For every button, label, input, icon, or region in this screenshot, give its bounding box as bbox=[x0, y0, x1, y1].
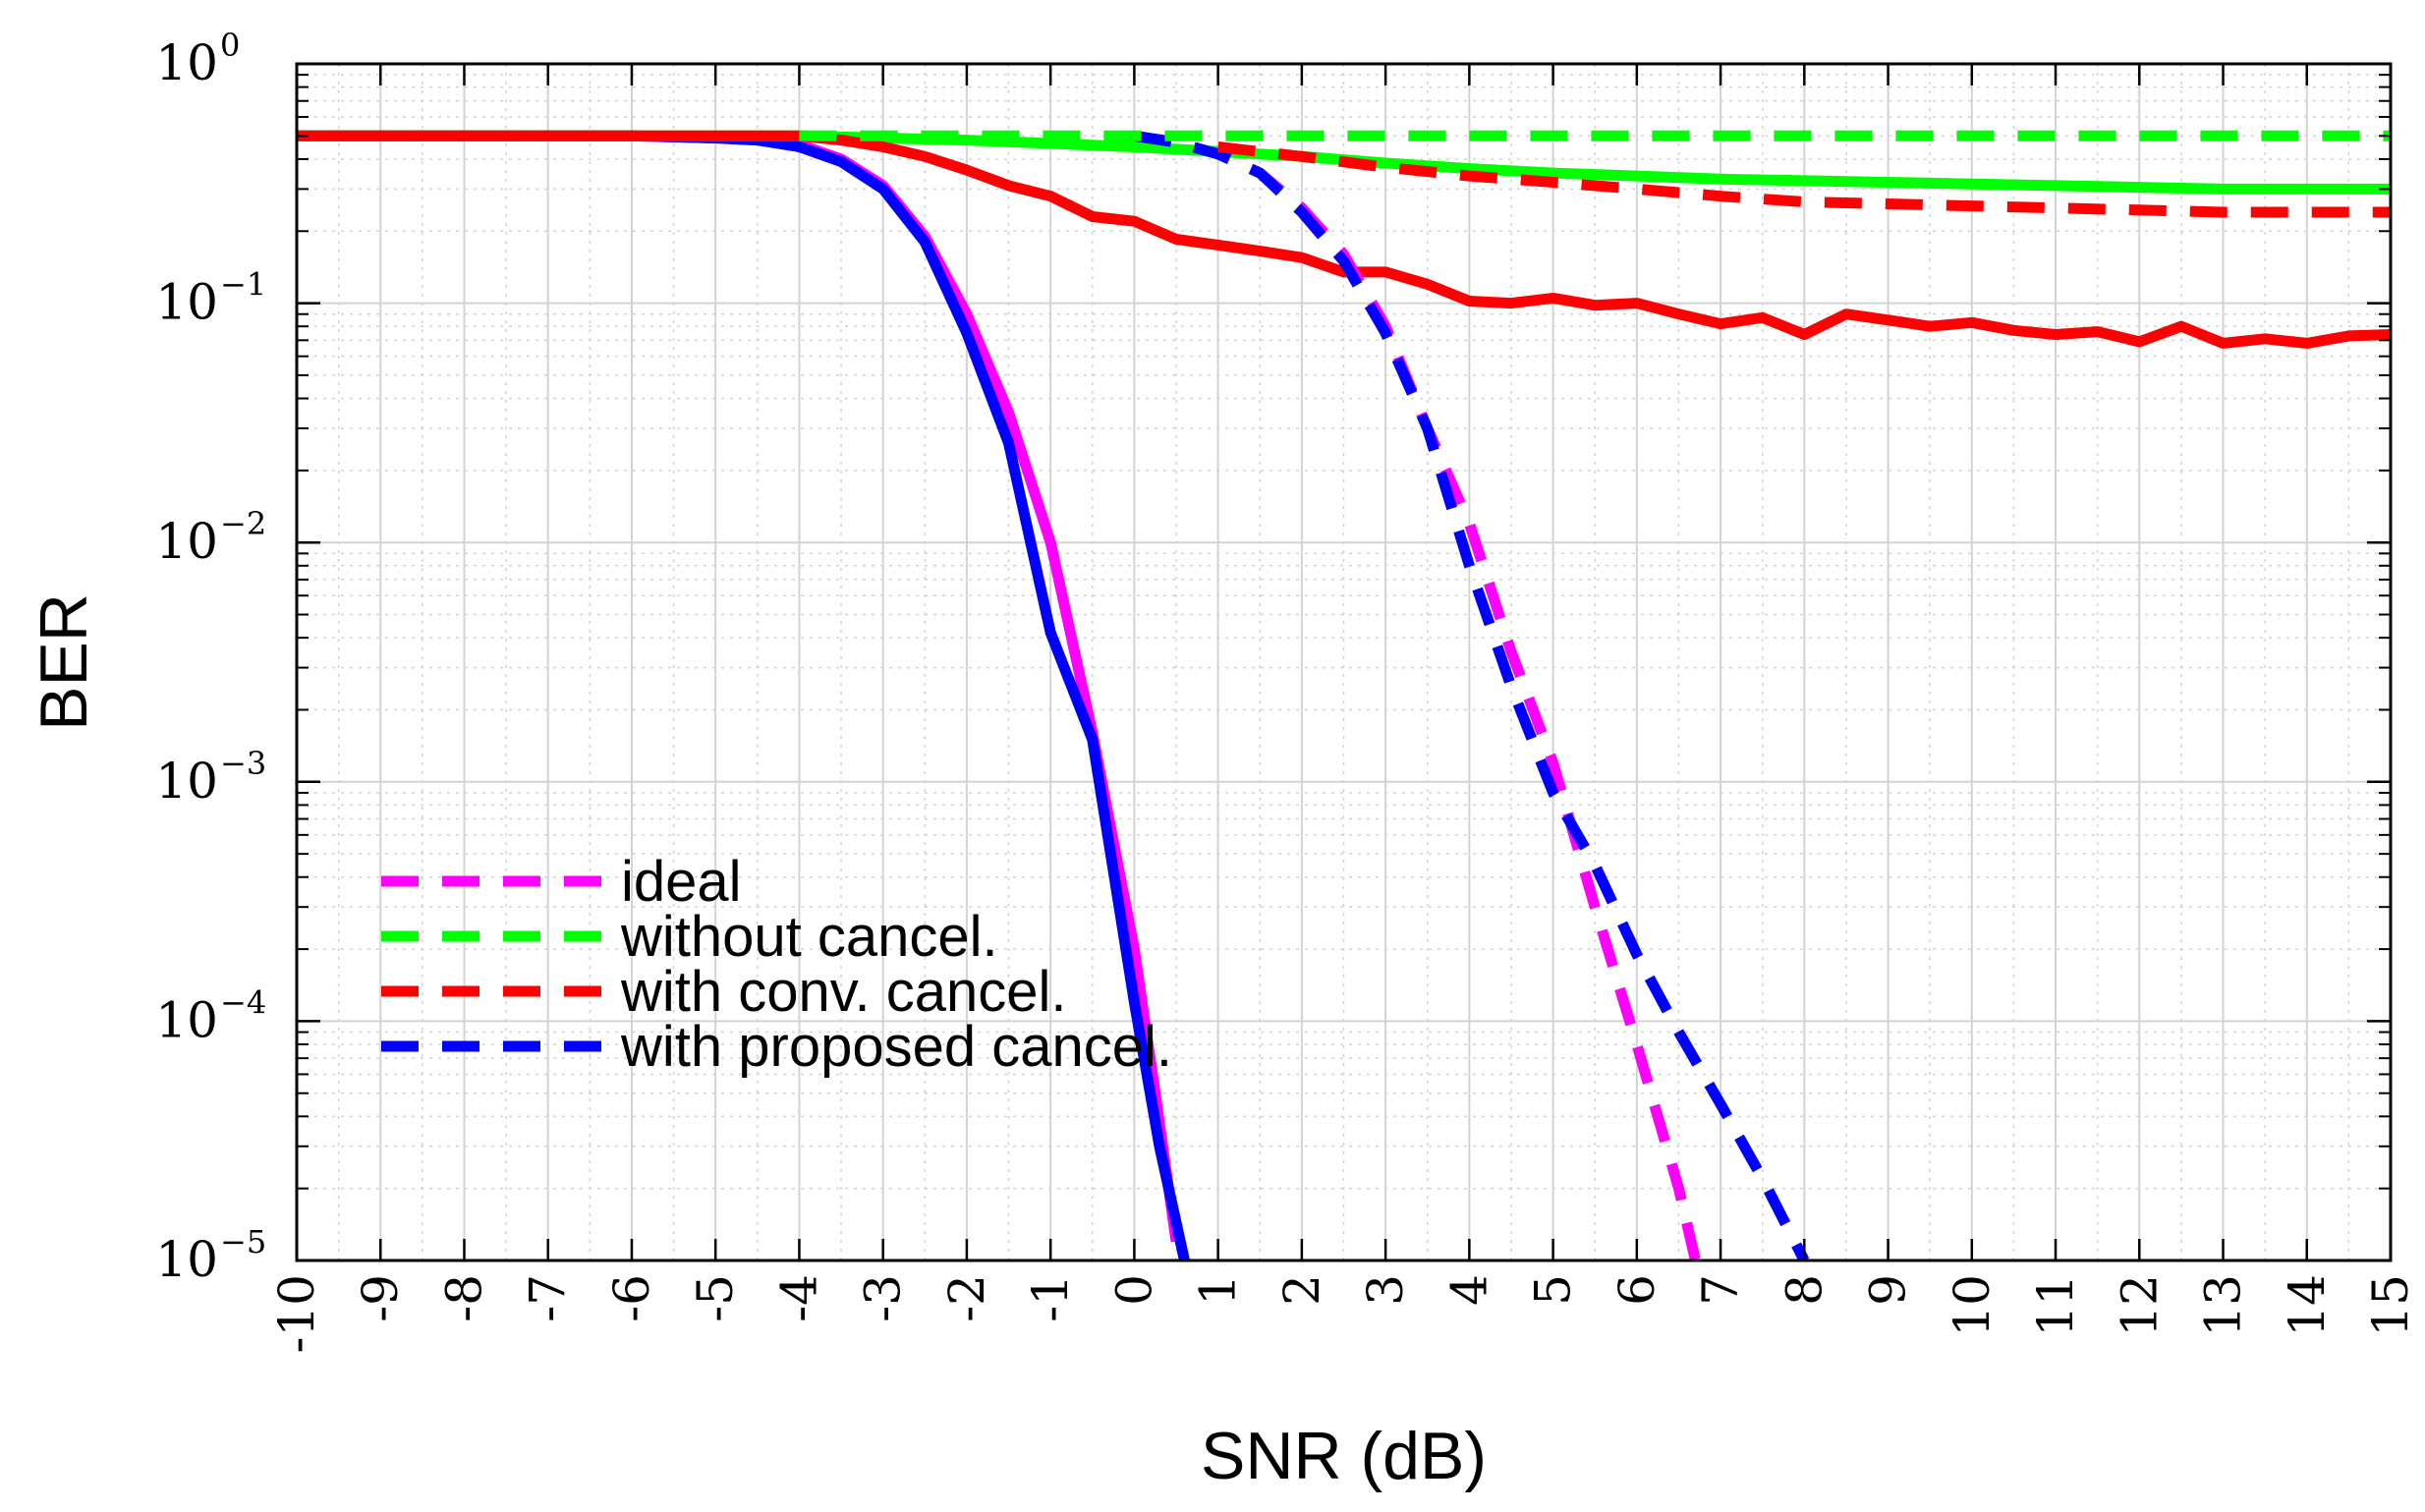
y-tick-label-base: 10 bbox=[155, 1231, 218, 1288]
x-tick-label: 8 bbox=[1776, 1274, 1833, 1306]
x-tick-label: -10 bbox=[268, 1274, 325, 1354]
series-line-with-conv-cancel bbox=[1216, 141, 2391, 218]
x-axis-label: SNR (dB) bbox=[1201, 1419, 1487, 1493]
x-tick-label: -3 bbox=[855, 1274, 912, 1322]
x-tick-label: 0 bbox=[1105, 1274, 1162, 1306]
x-tick-label: -9 bbox=[352, 1274, 409, 1322]
x-tick-label: 5 bbox=[1525, 1274, 1582, 1306]
y-tick-label-base: 10 bbox=[155, 753, 218, 810]
legend-label-ideal: ideal bbox=[621, 850, 742, 914]
x-tick-label: 15 bbox=[2362, 1274, 2419, 1337]
x-tick-label: -2 bbox=[938, 1274, 995, 1322]
x-tick-label: -1 bbox=[1022, 1274, 1079, 1322]
y-tick-label-base: 10 bbox=[155, 513, 218, 570]
plot-frame bbox=[295, 62, 2393, 1262]
y-tick-label-exponent: −3 bbox=[220, 745, 266, 782]
grid-layer bbox=[297, 64, 2391, 1260]
y-tick-label-base: 10 bbox=[155, 991, 218, 1048]
x-tick-label: -6 bbox=[603, 1274, 660, 1322]
x-tick-label: 9 bbox=[1860, 1274, 1917, 1306]
x-tick-label: 2 bbox=[1273, 1274, 1330, 1306]
legend-label-without-cancel: without cancel. bbox=[620, 905, 998, 969]
x-tick-label: 13 bbox=[2195, 1274, 2252, 1337]
series-line-with-proposed-cancel bbox=[1133, 130, 1810, 1260]
series-line-with-conv-cancel-solid bbox=[297, 130, 2391, 349]
x-tick-label: 12 bbox=[2111, 1274, 2168, 1337]
y-axis-label: BER bbox=[27, 593, 101, 731]
x-tick-label: 11 bbox=[2027, 1274, 2084, 1337]
x-tick-label: 7 bbox=[1692, 1274, 1749, 1306]
x-tick-label: 4 bbox=[1440, 1274, 1497, 1306]
x-tick-label: 6 bbox=[1608, 1274, 1665, 1306]
x-tick-label: 3 bbox=[1357, 1274, 1414, 1306]
y-tick-label-exponent: −5 bbox=[220, 1223, 266, 1260]
x-tick-label: 14 bbox=[2279, 1274, 2336, 1337]
x-tick-label: -5 bbox=[687, 1274, 744, 1322]
y-tick-label-exponent: −1 bbox=[220, 266, 266, 304]
tick-layer: -10 -9 -8 -7 -6 -5 -4 -3 -2 -1 0 1 2 3 4 5 6 7 8 9 10 11 12 13 1… bbox=[155, 27, 2419, 1354]
y-tick-label-exponent: 0 bbox=[220, 27, 240, 64]
y-tick-label-exponent: −4 bbox=[220, 983, 266, 1021]
series-layer bbox=[297, 130, 2391, 1260]
x-tick-label: -7 bbox=[520, 1274, 577, 1322]
legend-label-with-conv-cancel: with conv. cancel. bbox=[620, 960, 1066, 1024]
x-tick-label: -4 bbox=[770, 1274, 827, 1322]
y-tick-label-base: 10 bbox=[155, 34, 218, 91]
x-tick-label: 10 bbox=[1944, 1274, 2001, 1337]
legend-label-with-proposed-cancel: with proposed cancel. bbox=[620, 1015, 1172, 1079]
x-tick-label: -8 bbox=[435, 1274, 492, 1322]
x-tick-label: 1 bbox=[1190, 1274, 1247, 1306]
y-tick-label-exponent: −2 bbox=[220, 505, 266, 542]
y-tick-label-base: 10 bbox=[155, 274, 218, 331]
